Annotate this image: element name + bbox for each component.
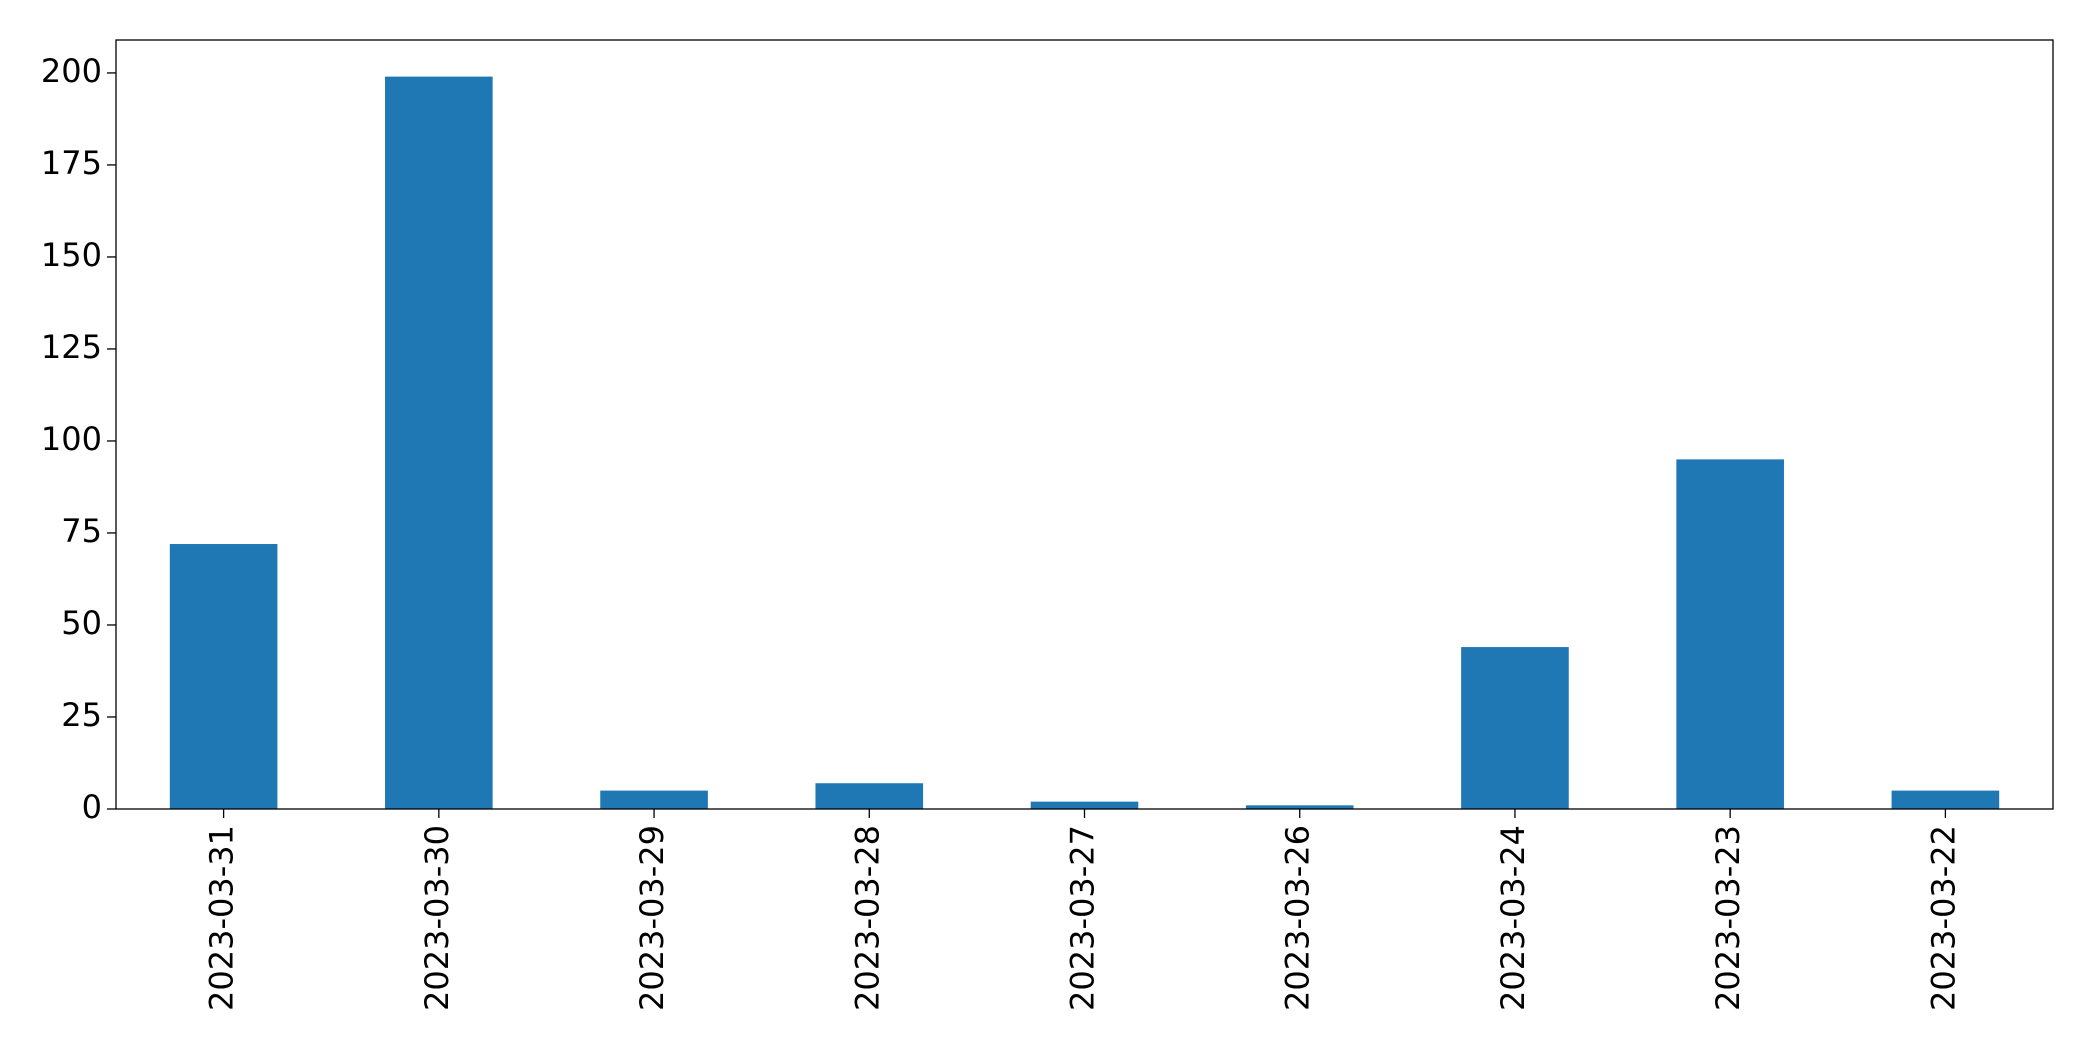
- x-tick-label: 2023-03-23: [1709, 825, 1747, 1011]
- y-tick-label: 100: [41, 420, 102, 458]
- bar: [1891, 790, 2000, 809]
- x-tick-label: 2023-03-28: [848, 825, 886, 1011]
- x-tick-label: 2023-03-22: [1924, 825, 1962, 1011]
- x-tick-label: 2023-03-27: [1064, 825, 1102, 1011]
- y-tick-label: 150: [41, 236, 102, 274]
- y-tick-label: 75: [61, 512, 102, 550]
- x-tick-label: 2023-03-30: [418, 825, 456, 1011]
- bar: [1030, 801, 1139, 809]
- x-tick-label: 2023-03-26: [1279, 825, 1317, 1011]
- y-tick-label: 50: [61, 604, 102, 642]
- x-tick-label: 2023-03-31: [203, 825, 241, 1011]
- y-tick-label: 200: [41, 52, 102, 90]
- y-tick-label: 125: [41, 328, 102, 366]
- bar: [815, 783, 924, 809]
- y-tick-label: 0: [82, 788, 102, 826]
- x-tick-label: 2023-03-24: [1494, 825, 1532, 1011]
- plot-frame: [115, 39, 2054, 810]
- bar: [1461, 647, 1569, 809]
- y-tick-label: 25: [61, 696, 102, 734]
- bar: [1676, 459, 1784, 809]
- bar: [169, 544, 278, 809]
- bar: [1245, 805, 1354, 809]
- x-tick-label: 2023-03-29: [633, 825, 671, 1011]
- bar: [385, 76, 493, 810]
- bar: [600, 790, 708, 809]
- y-tick-label: 175: [41, 144, 102, 182]
